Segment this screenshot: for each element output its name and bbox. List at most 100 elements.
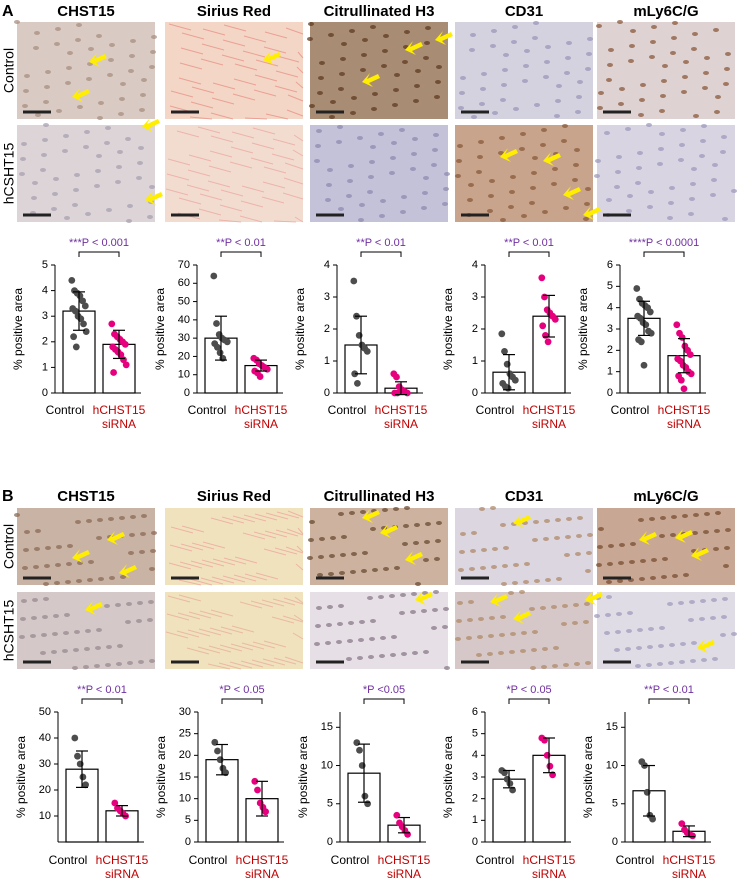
data-point <box>71 734 79 742</box>
nucleus <box>477 635 483 639</box>
nucleus <box>42 615 48 619</box>
nucleus <box>413 541 419 545</box>
nucleus <box>138 660 144 664</box>
y-tick-label: 0 <box>327 836 333 848</box>
nucleus <box>670 533 676 537</box>
nucleus <box>476 653 482 657</box>
data-point <box>541 293 548 301</box>
data-point <box>216 349 224 357</box>
nucleus <box>411 152 417 156</box>
nucleus <box>531 171 537 175</box>
nucleus <box>126 602 132 606</box>
nucleus <box>414 523 420 527</box>
data-point <box>68 276 76 284</box>
y-tick-label: 2 <box>472 323 478 335</box>
nucleus <box>715 95 721 99</box>
fiber <box>262 658 286 666</box>
nucleus <box>94 664 100 668</box>
nucleus <box>513 107 519 111</box>
nucleus <box>141 78 147 82</box>
y-tick-label: 4 <box>472 749 478 761</box>
fiber <box>295 563 304 571</box>
y-tick-label: 6 <box>472 706 478 718</box>
nucleus <box>412 651 418 655</box>
nucleus <box>468 600 474 604</box>
nucleus <box>614 185 620 189</box>
column-title: CHST15 <box>57 488 115 505</box>
nucleus <box>509 190 515 194</box>
nucleus <box>618 561 624 565</box>
nucleus <box>86 77 92 81</box>
y-tick-label: 20 <box>178 350 190 362</box>
nucleus <box>348 621 354 625</box>
nucleus <box>564 71 570 75</box>
nucleus <box>84 130 90 134</box>
y-tick-label: 1 <box>472 814 478 826</box>
y-tick-label: 5 <box>607 280 613 292</box>
nucleus <box>478 140 484 144</box>
nucleus <box>361 569 367 573</box>
nucleus <box>433 133 439 137</box>
nucleus <box>562 124 568 128</box>
nucleus <box>636 646 642 650</box>
fiber <box>233 78 257 86</box>
nucleus <box>433 590 439 594</box>
nucleus <box>481 548 487 552</box>
nucleus <box>44 85 50 89</box>
nucleus <box>383 567 389 571</box>
nucleus <box>544 60 550 64</box>
nucleus <box>151 35 157 39</box>
nucleus <box>630 542 636 546</box>
nucleus <box>350 570 356 574</box>
nucleus <box>370 527 376 531</box>
nucleus <box>104 141 110 145</box>
nucleus <box>667 602 673 606</box>
fiber <box>190 101 214 109</box>
nucleus <box>635 664 641 668</box>
fiber <box>275 529 299 537</box>
nucleus <box>88 47 94 51</box>
nucleus <box>105 126 111 130</box>
nucleus <box>45 70 51 74</box>
nucleus <box>702 86 708 90</box>
nucleus <box>458 106 464 110</box>
y-tick-label: 20 <box>39 784 51 796</box>
nucleus <box>683 573 689 577</box>
nucleus <box>523 64 529 68</box>
nucleus <box>65 81 71 85</box>
arrow <box>380 524 398 538</box>
nucleus <box>33 46 39 50</box>
nucleus <box>543 75 549 79</box>
nucleus <box>636 166 642 170</box>
x-tick-label: hCHST15 siRNA <box>235 853 289 881</box>
nucleus <box>328 572 334 576</box>
nucleus <box>500 98 506 102</box>
fiber <box>285 546 304 554</box>
nucleus <box>490 506 496 510</box>
x-tick-label: hCHST15 siRNA <box>657 403 711 431</box>
fiber <box>294 596 304 604</box>
y-tick-label: 3 <box>42 310 48 322</box>
fiber <box>210 112 234 120</box>
fiber <box>284 162 304 170</box>
nucleus <box>415 69 421 73</box>
nucleus <box>606 198 612 202</box>
nucleus <box>43 582 49 586</box>
nucleus <box>529 201 535 205</box>
row-label: hCSHT15 <box>1 143 17 205</box>
nucleus <box>383 34 389 38</box>
y-tick-label: 4 <box>472 259 478 271</box>
data-point <box>210 272 218 280</box>
significance-bracket <box>360 251 402 257</box>
nucleus <box>44 564 50 568</box>
nucleus <box>616 612 622 616</box>
nucleus <box>410 610 416 614</box>
nucleus <box>533 21 539 25</box>
nucleus <box>519 590 525 594</box>
arrow <box>89 53 107 67</box>
nucleus <box>498 651 504 655</box>
nucleus <box>479 102 485 106</box>
fiber <box>208 165 232 173</box>
nucleus <box>327 168 333 172</box>
nucleus <box>630 29 636 33</box>
